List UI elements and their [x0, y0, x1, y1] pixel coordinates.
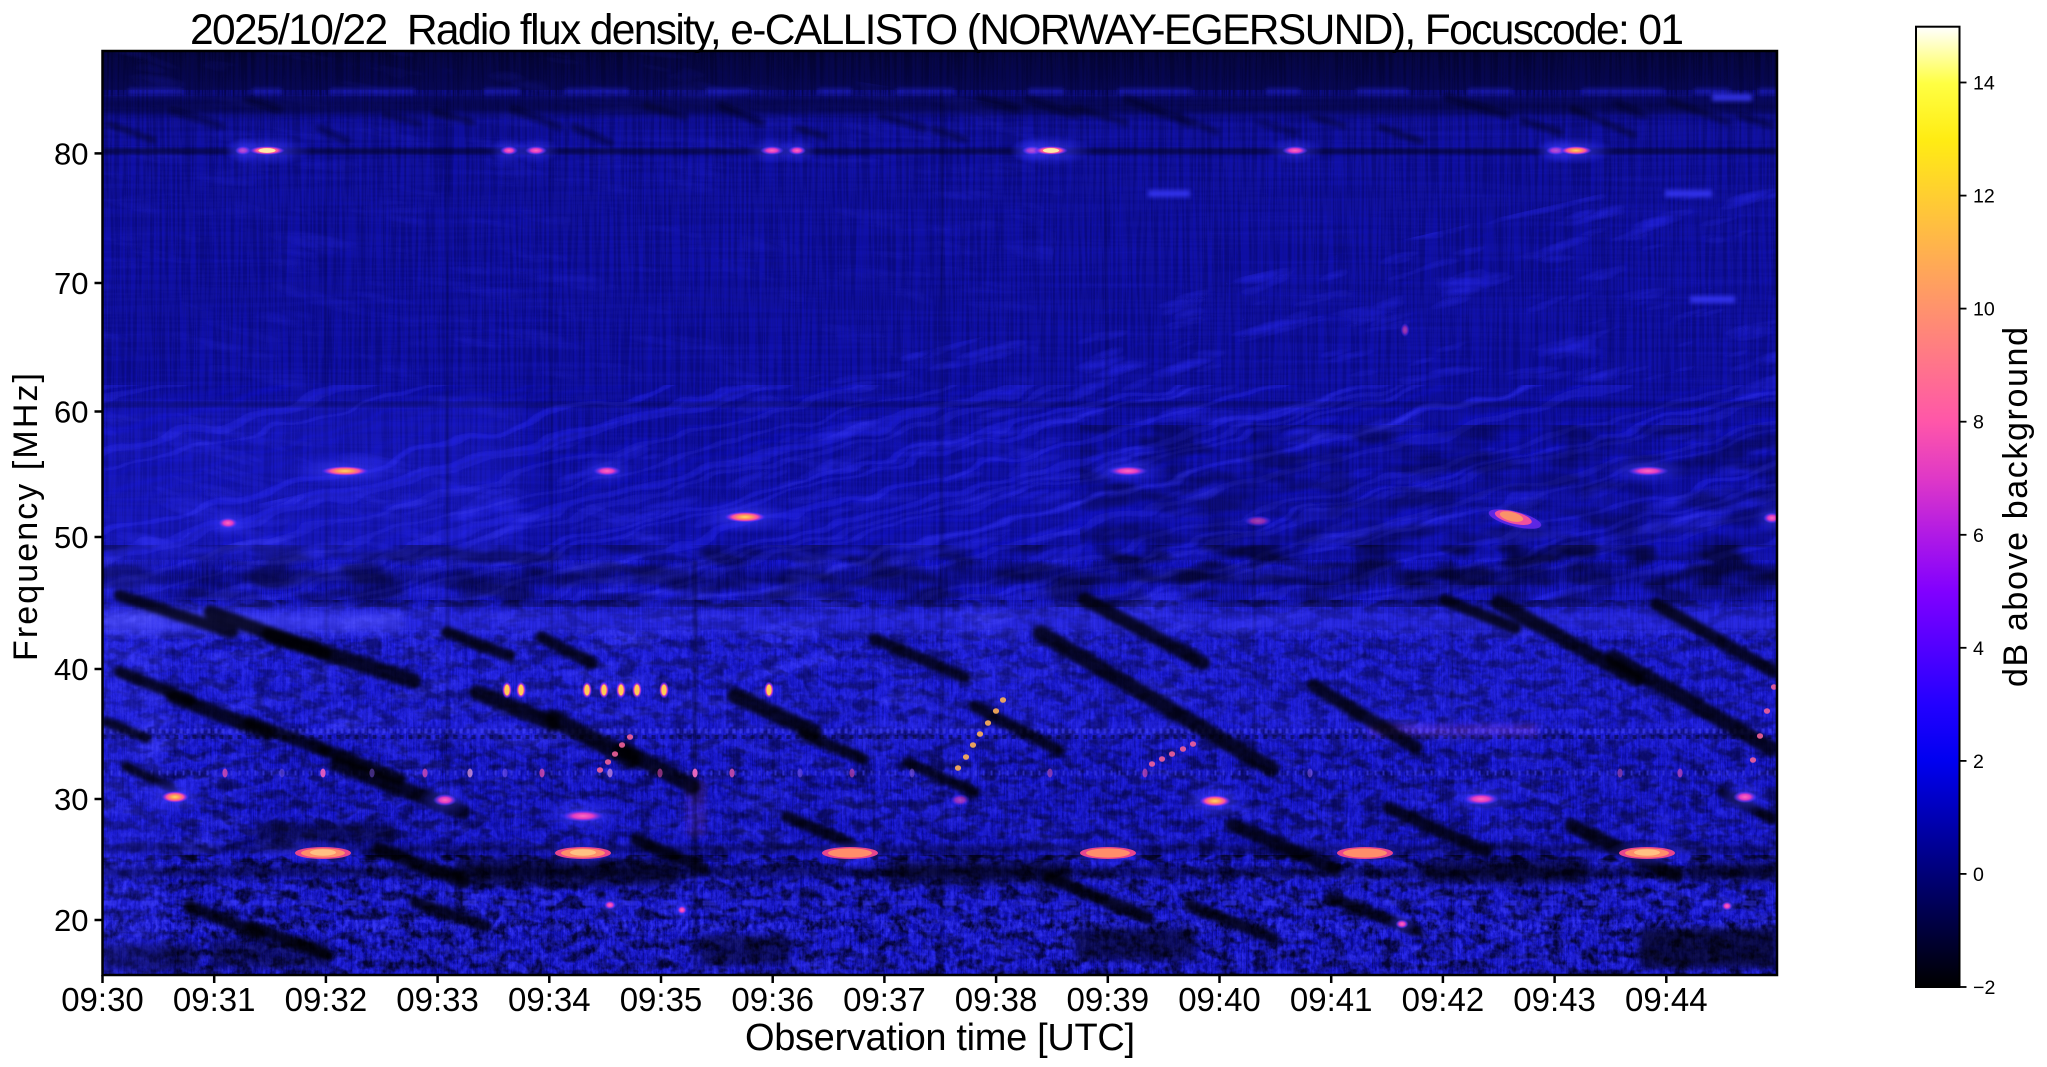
svg-text:Frequency [MHz]: Frequency [MHz] — [7, 373, 45, 661]
svg-text:09:41: 09:41 — [1290, 981, 1373, 1018]
svg-text:12: 12 — [1973, 186, 1995, 208]
svg-text:30: 30 — [54, 782, 88, 817]
svg-text:09:31: 09:31 — [173, 981, 256, 1018]
svg-text:4: 4 — [1973, 638, 1984, 660]
svg-text:09:38: 09:38 — [955, 981, 1038, 1018]
svg-text:09:35: 09:35 — [620, 981, 703, 1018]
svg-text:09:43: 09:43 — [1513, 981, 1596, 1018]
svg-text:0: 0 — [1973, 864, 1984, 886]
svg-text:09:44: 09:44 — [1625, 981, 1708, 1018]
svg-text:09:37: 09:37 — [843, 981, 926, 1018]
svg-text:20: 20 — [54, 903, 88, 938]
svg-text:09:34: 09:34 — [508, 981, 591, 1018]
svg-text:2: 2 — [1973, 751, 1984, 773]
svg-text:80: 80 — [54, 137, 88, 172]
svg-text:6: 6 — [1973, 525, 1984, 547]
svg-text:70: 70 — [54, 266, 88, 301]
svg-text:09:36: 09:36 — [731, 981, 814, 1018]
svg-text:dB above background: dB above background — [1997, 327, 2035, 687]
svg-text:Observation time [UTC]: Observation time [UTC] — [745, 1017, 1135, 1059]
svg-text:40: 40 — [54, 652, 88, 687]
svg-text:09:33: 09:33 — [396, 981, 479, 1018]
svg-text:09:39: 09:39 — [1067, 981, 1150, 1018]
svg-text:8: 8 — [1973, 412, 1984, 434]
svg-text:09:30: 09:30 — [61, 981, 144, 1018]
svg-text:09:42: 09:42 — [1402, 981, 1485, 1018]
svg-text:10: 10 — [1973, 299, 1995, 321]
svg-text:50: 50 — [54, 520, 88, 555]
svg-text:14: 14 — [1973, 73, 1995, 95]
svg-text:−2: −2 — [1973, 977, 1995, 999]
svg-text:2025/10/22 Radio flux density: 2025/10/22 Radio flux density, e-CALLIST… — [190, 7, 1684, 54]
svg-text:60: 60 — [54, 395, 88, 430]
svg-text:09:32: 09:32 — [285, 981, 368, 1018]
svg-text:09:40: 09:40 — [1178, 981, 1261, 1018]
